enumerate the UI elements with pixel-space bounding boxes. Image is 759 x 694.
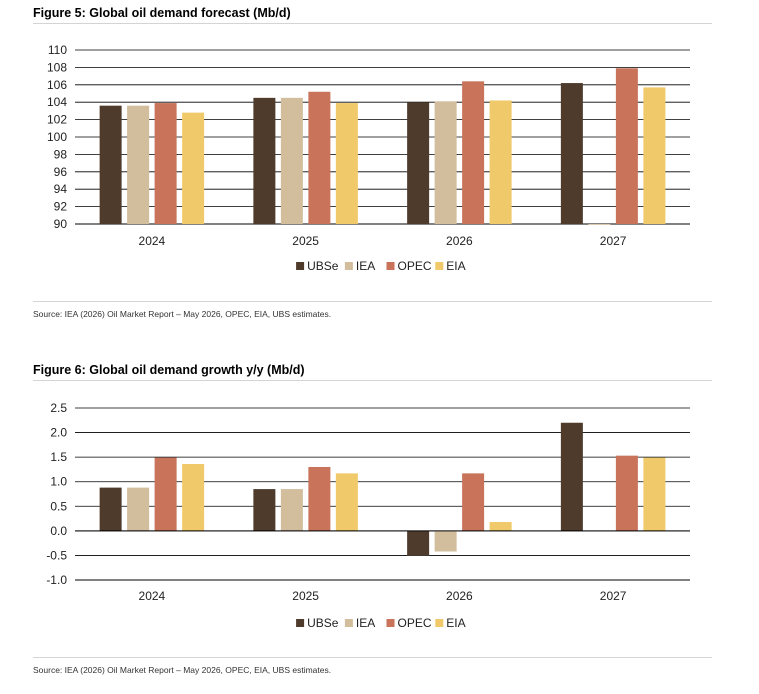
x-tick-label: 2025 [292, 589, 319, 603]
bar-eia-2025 [335, 473, 358, 531]
bar-opec-2027 [615, 455, 638, 531]
x-tick-label: 2025 [292, 234, 319, 248]
bar-ubse-2026 [407, 530, 430, 556]
legend-swatch-iea [344, 262, 353, 270]
figure-5-bottom-rule [33, 301, 712, 302]
y-tick-label: 100 [47, 130, 67, 144]
bar-opec-2024 [154, 103, 177, 224]
figure-6-bottom-rule [33, 657, 712, 658]
legend-swatch-eia [435, 262, 444, 270]
figure-5-source: Source: IEA (2026) Oil Market Report – M… [33, 309, 332, 319]
y-tick-label: 0.0 [50, 524, 67, 538]
bar-opec-2025 [308, 466, 331, 531]
y-tick-label: 108 [47, 60, 67, 74]
figure-6-title: Figure 6: Global oil demand growth y/y (… [33, 363, 305, 377]
legend-swatch-opec [386, 262, 395, 270]
x-tick-label: 2024 [139, 589, 166, 603]
bar-iea-2027 [588, 224, 611, 225]
figure-6-chart: -1.0 -0.5 0.0 0.5 1.0 1.5 2.0 2.5 2024 2025 2026 20… [46, 401, 690, 630]
x-tick-label: 2026 [446, 234, 473, 248]
y-tick-label: 2.5 [50, 401, 67, 415]
y-tick-label: -1.0 [46, 573, 67, 587]
bar-iea-2024 [127, 105, 150, 224]
x-tick-label: 2027 [600, 234, 627, 248]
legend-swatch-ubse [296, 619, 305, 627]
legend-label-ubse: UBSe [307, 259, 339, 273]
bar-ubse-2024 [99, 105, 122, 224]
y-tick-label: 104 [47, 95, 67, 109]
bar-ubse-2026 [407, 102, 430, 224]
figure-6-source: Source: IEA (2026) Oil Market Report – M… [33, 665, 332, 675]
legend-label-iea: IEA [356, 616, 375, 630]
bar-ubse-2025 [253, 97, 276, 224]
bar-iea-2025 [280, 97, 303, 224]
figure-5-chart: 90 92 94 96 98 100 102 104 106 108 110 2024 2025 2026… [47, 43, 690, 273]
y-tick-label: 110 [48, 43, 67, 57]
y-tick-label: 1.5 [50, 450, 67, 464]
bar-opec-2026 [462, 473, 485, 531]
legend-swatch-eia [435, 619, 444, 627]
bar-ubse-2025 [253, 489, 276, 531]
legend-swatch-iea [344, 619, 353, 627]
x-tick-label: 2024 [139, 234, 166, 248]
y-tick-label: 94 [54, 182, 68, 196]
x-tick-label: 2027 [600, 589, 627, 603]
legend-label-eia: EIA [446, 259, 465, 273]
bar-eia-2025 [335, 103, 358, 224]
y-tick-label: 96 [54, 165, 68, 179]
bar-ubse-2027 [560, 422, 583, 531]
y-tick-label: 106 [47, 78, 67, 92]
bar-eia-2024 [182, 112, 205, 224]
figure-5-title: Figure 5: Global oil demand forecast (Mb… [33, 6, 291, 20]
legend-label-opec: OPEC [398, 616, 432, 630]
bar-opec-2026 [462, 81, 485, 224]
bar-opec-2027 [615, 68, 638, 224]
bar-iea-2026 [434, 530, 457, 552]
bar-eia-2024 [182, 464, 205, 531]
bar-ubse-2024 [99, 487, 122, 531]
bar-eia-2026 [489, 100, 512, 224]
y-tick-label: 1.0 [50, 475, 67, 489]
figure-5-top-rule [33, 23, 712, 24]
bar-iea-2025 [280, 489, 303, 531]
legend-label-opec: OPEC [398, 259, 432, 273]
bar-eia-2027 [643, 457, 666, 531]
bar-eia-2027 [643, 87, 666, 224]
bar-ubse-2027 [560, 83, 583, 224]
legend-label-iea: IEA [356, 259, 375, 273]
legend-swatch-opec [386, 619, 395, 627]
bar-opec-2024 [154, 457, 177, 531]
bar-iea-2026 [434, 101, 457, 224]
legend-label-eia: EIA [446, 616, 465, 630]
bar-eia-2026 [489, 522, 512, 531]
y-tick-label: 0.5 [50, 499, 67, 513]
legend-swatch-ubse [296, 262, 305, 270]
figure-6-top-rule [33, 380, 712, 381]
y-tick-label: 102 [47, 113, 67, 127]
y-tick-label: 92 [54, 200, 68, 214]
legend-label-ubse: UBSe [307, 616, 339, 630]
y-tick-label: 90 [54, 217, 68, 231]
x-tick-label: 2026 [446, 589, 473, 603]
y-tick-label: 2.0 [50, 426, 67, 440]
y-tick-label: -0.5 [46, 548, 67, 562]
y-tick-label: 98 [54, 147, 68, 161]
bar-iea-2024 [127, 487, 150, 531]
bar-opec-2025 [308, 91, 331, 224]
